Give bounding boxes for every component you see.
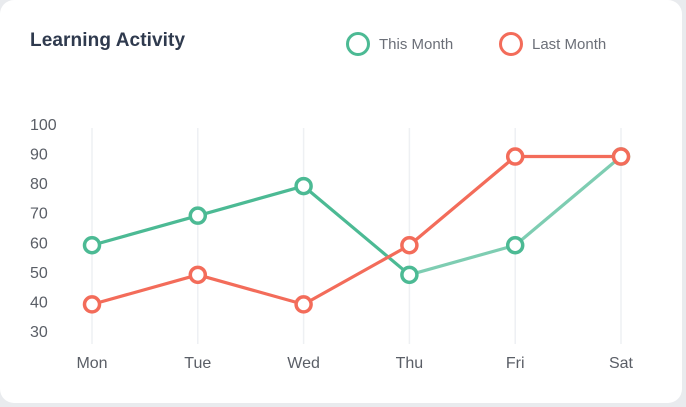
legend-marker-icon <box>346 32 370 56</box>
y-tick-label: 90 <box>30 147 48 164</box>
data-point <box>294 295 313 314</box>
data-point <box>82 235 102 255</box>
data-point <box>294 176 313 196</box>
x-tick-label: Tue <box>184 355 211 372</box>
series-line-segment <box>196 184 306 218</box>
data-point <box>611 147 631 166</box>
data-point <box>188 206 208 225</box>
series-line-segment <box>90 273 200 306</box>
legend-label: Last Month <box>532 35 607 53</box>
x-tick-label: Mon <box>76 355 107 372</box>
y-tick-label: 70 <box>30 206 48 223</box>
data-point <box>505 235 525 255</box>
y-tick-label: 40 <box>30 294 48 311</box>
x-tick-label: Wed <box>287 355 320 372</box>
x-tick-label: Sat <box>609 355 634 372</box>
data-point <box>505 147 525 166</box>
x-tick-label: Thu <box>396 355 424 372</box>
series-line-segment <box>302 243 411 306</box>
data-point <box>188 265 208 285</box>
data-point <box>400 235 419 255</box>
series-line-segment <box>407 243 517 277</box>
legend-label: This Month <box>379 35 454 53</box>
series-line-segment <box>302 184 411 277</box>
series-line-segment <box>90 214 200 247</box>
legend-marker-icon <box>499 32 523 56</box>
x-tick-label: Fri <box>506 355 525 372</box>
y-tick-label: 50 <box>30 265 48 282</box>
data-point <box>400 265 419 285</box>
series-line-segment <box>196 273 306 306</box>
series-line-segment <box>407 154 517 247</box>
y-tick-label: 60 <box>30 235 48 252</box>
legend-item-this-month[interactable]: This Month <box>346 32 453 56</box>
legend-item-last-month[interactable]: Last Month <box>499 32 606 56</box>
chart-title: Learning Activity <box>30 30 186 51</box>
series-line-segment <box>513 154 623 247</box>
data-point <box>82 295 102 314</box>
y-tick-label: 80 <box>30 176 48 193</box>
y-tick-label: 30 <box>30 324 48 341</box>
y-tick-label: 100 <box>30 117 57 134</box>
